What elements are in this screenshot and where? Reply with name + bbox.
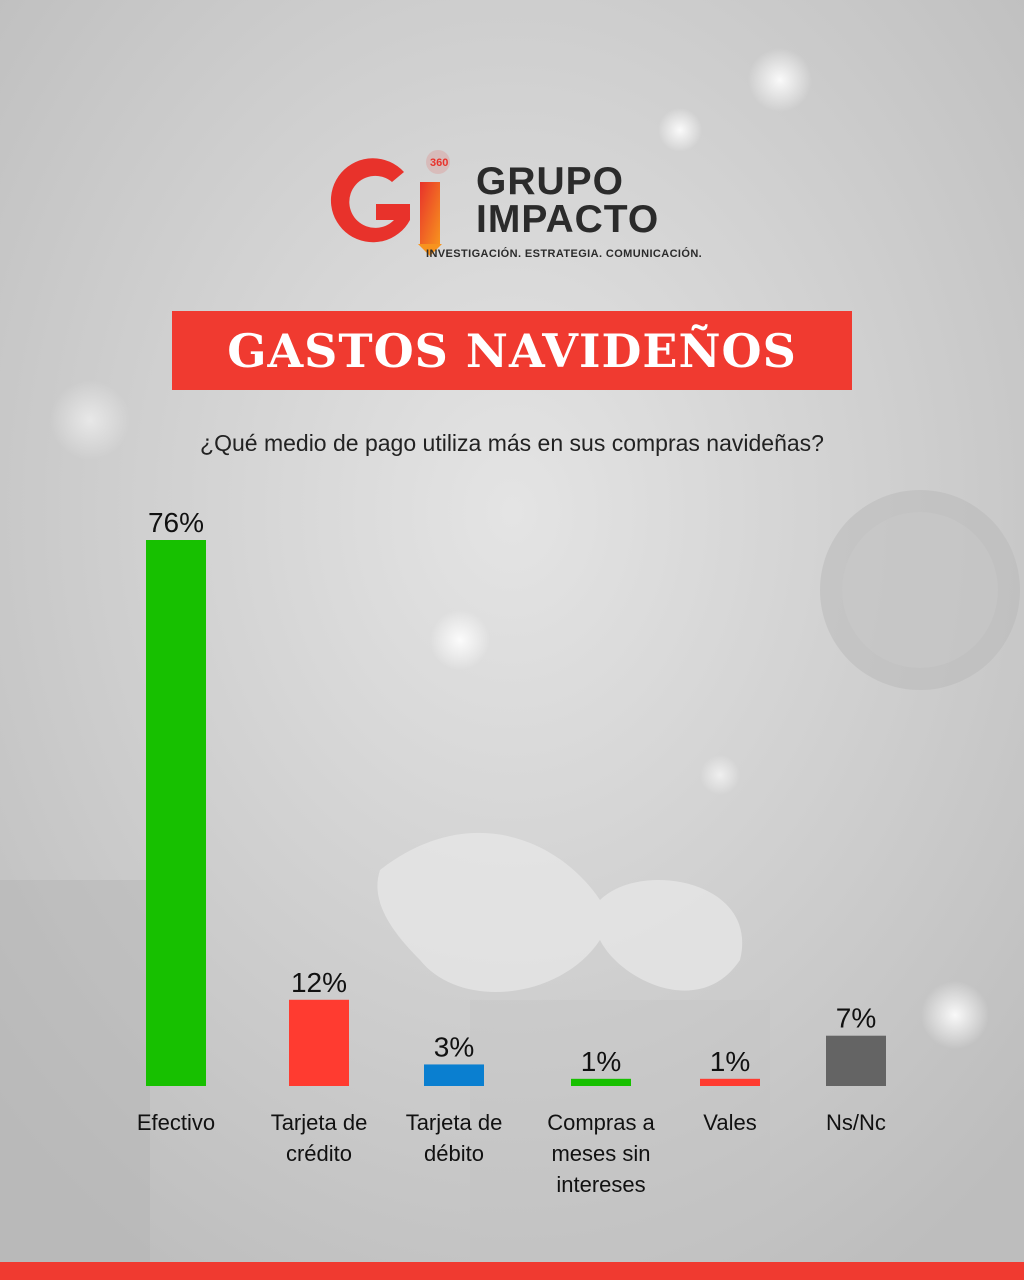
title-banner: GASTOS NAVIDEÑOS [172,311,852,390]
bar-value-label-1: 12% [291,967,347,998]
brand-name-line1: GRUPO [476,160,625,203]
brand-logo: 360 GRUPO IMPACTO INVESTIGACIÓN. ESTRATE… [326,150,726,265]
category-label-1: Tarjeta de crédito [271,1110,368,1166]
bar-value-label-0: 76% [148,507,204,538]
brand-badge: 360 [430,157,448,169]
category-label-3: Compras a meses sin intereses [547,1110,655,1197]
bar-value-label-4: 1% [710,1046,750,1077]
bar-4 [700,1078,760,1086]
brand-name-line2: IMPACTO [476,198,660,241]
bar-0 [146,540,206,1086]
category-label-4: Vales [703,1110,756,1135]
bar-value-label-2: 3% [434,1031,474,1062]
category-label-2: Tarjeta de débito [406,1110,503,1166]
bar-1 [289,999,349,1086]
bar-3 [571,1078,631,1086]
brand-tagline: INVESTIGACIÓN. ESTRATEGIA. COMUNICACIÓN. [426,248,703,260]
category-label-5: Ns/Nc [826,1110,886,1135]
category-label-0: Efectivo [137,1110,215,1135]
gi-logo-icon: 360 [330,150,450,256]
page-title: GASTOS NAVIDEÑOS [227,323,797,378]
bar-2 [424,1064,484,1086]
survey-question: ¿Qué medio de pago utiliza más en sus co… [200,430,824,456]
bar-value-label-3: 1% [581,1046,621,1077]
bar-value-label-5: 7% [836,1003,876,1034]
bottom-accent-bar [0,1262,1024,1280]
bar-5 [826,1035,886,1086]
